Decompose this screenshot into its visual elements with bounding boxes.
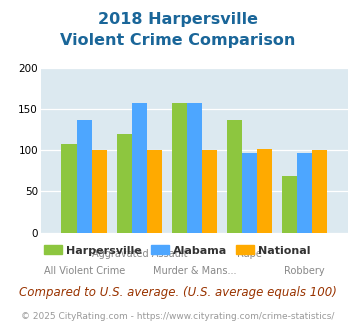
Bar — [116, 135, 132, 233]
Bar — [61, 144, 77, 233]
Text: Robbery: Robbery — [284, 266, 325, 276]
Bar — [171, 103, 187, 233]
Bar — [312, 150, 327, 233]
Bar — [282, 176, 297, 233]
Bar — [92, 150, 107, 233]
Text: 2018 Harpersville: 2018 Harpersville — [98, 12, 257, 26]
Text: Aggravated Assault: Aggravated Assault — [92, 249, 187, 259]
Bar — [242, 152, 257, 233]
Bar — [187, 103, 202, 233]
Bar — [257, 149, 272, 233]
Text: Violent Crime Comparison: Violent Crime Comparison — [60, 33, 295, 48]
Text: Rape: Rape — [237, 249, 262, 259]
Text: © 2025 CityRating.com - https://www.cityrating.com/crime-statistics/: © 2025 CityRating.com - https://www.city… — [21, 312, 334, 321]
Legend: Harpersville, Alabama, National: Harpersville, Alabama, National — [40, 241, 315, 260]
Bar — [297, 152, 312, 233]
Bar — [227, 120, 242, 233]
Text: Murder & Mans...: Murder & Mans... — [153, 266, 236, 276]
Bar — [147, 150, 162, 233]
Text: Compared to U.S. average. (U.S. average equals 100): Compared to U.S. average. (U.S. average … — [18, 285, 337, 299]
Text: All Violent Crime: All Violent Crime — [44, 266, 125, 276]
Bar — [77, 120, 92, 233]
Bar — [202, 150, 217, 233]
Bar — [132, 103, 147, 233]
